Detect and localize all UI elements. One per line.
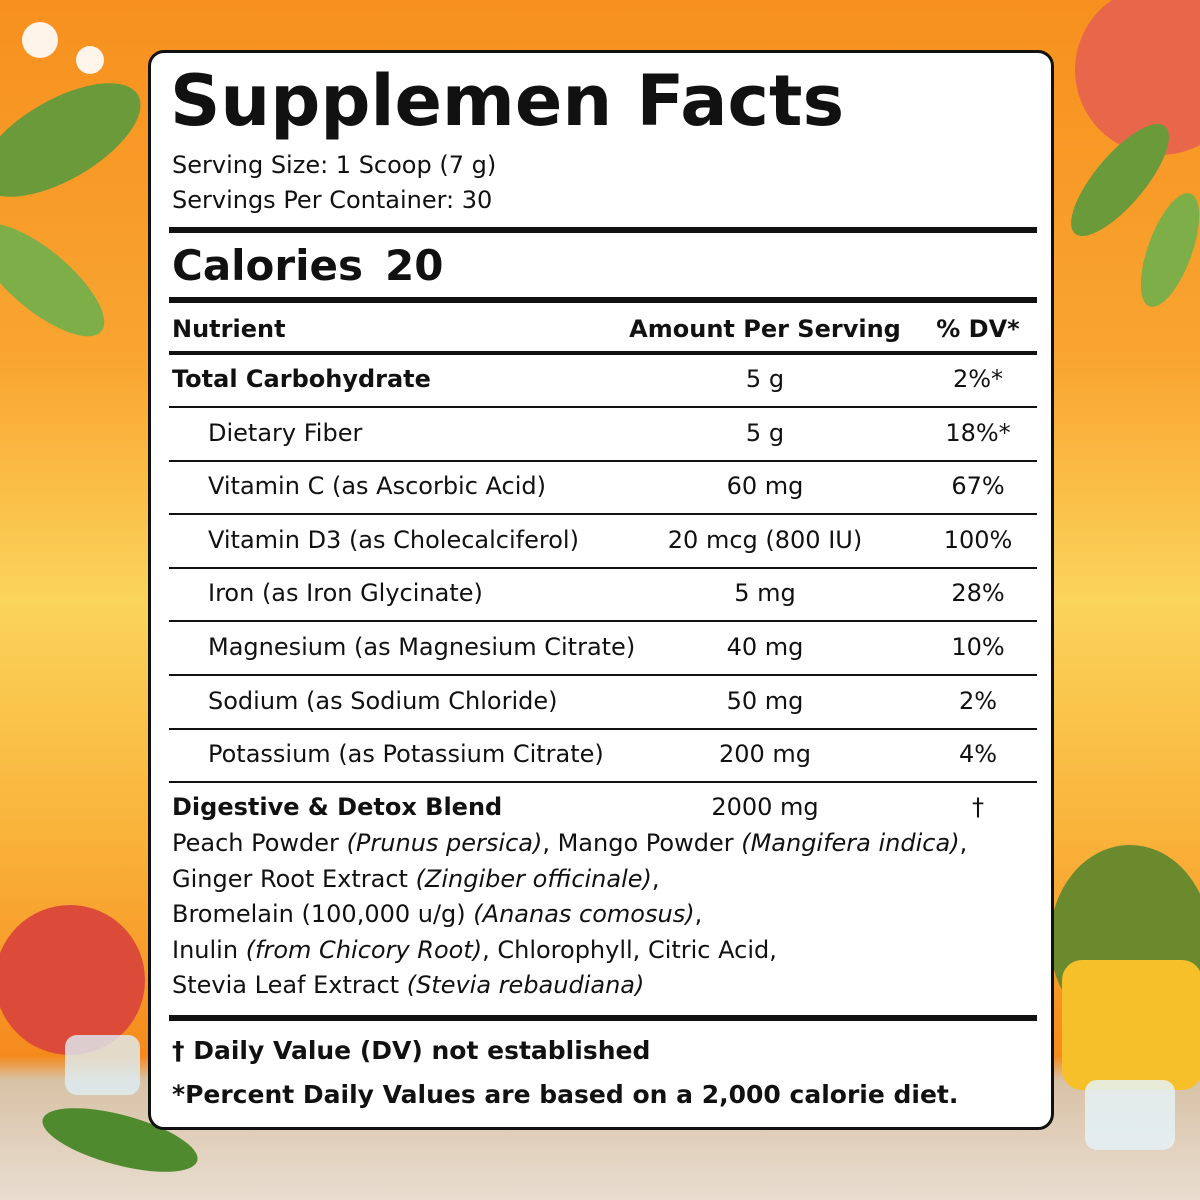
divider (169, 781, 1037, 784)
leaf (0, 83, 141, 197)
leaf (1071, 124, 1169, 236)
nutrient-amount: 50 mg (726, 686, 804, 715)
leaf (42, 1108, 198, 1172)
ingredient-text: (Zingiber officinale) (415, 864, 652, 893)
ingredient-line: Ginger Root Extract (Zingiber officinale… (172, 867, 660, 891)
footnote: *Percent Daily Values are based on a 2,0… (172, 1080, 959, 1109)
column-header: % DV* (936, 315, 1020, 343)
calories-label: Calories (172, 241, 364, 290)
title: Supplemen Facts (170, 60, 845, 142)
divider (169, 351, 1037, 355)
flower (22, 22, 58, 58)
nutrient-dv: 2% (958, 686, 998, 715)
blend-amount: 2000 mg (711, 793, 819, 821)
ice-cube (1085, 1080, 1175, 1150)
ingredient-text: (Prunus persica) (346, 829, 543, 857)
ingredient-line: Peach Powder (Prunus persica), Mango Pow… (172, 831, 967, 855)
ice-cube (65, 1035, 140, 1095)
ingredient-text: Bromelain (100,000 u/g) (172, 900, 474, 928)
nutrient-dv: 18%* (945, 418, 1011, 447)
nutrient-amount: 5 g (745, 418, 785, 447)
ingredient-line: Stevia Leaf Extract (Stevia rebaudiana) (172, 973, 644, 997)
supplement-facts-panel: Supplemen Facts Serving Size: 1 Scoop (7 … (148, 50, 1054, 1130)
ingredient-text: , (651, 864, 660, 893)
blend-name: Digestive & Detox Blend (172, 793, 503, 821)
calories-value: 20 (385, 241, 444, 290)
footnote: † Daily Value (DV) not established (172, 1036, 651, 1065)
divider (169, 727, 1037, 730)
ingredient-text: (from Chicory Root) (245, 935, 483, 964)
flower (76, 46, 104, 74)
nutrient-amount: 40 mg (726, 633, 804, 661)
divider (169, 459, 1037, 462)
divider (169, 1015, 1037, 1021)
nutrient-dv: 67% (951, 472, 1005, 501)
nutrient-dv: 10% (951, 633, 1005, 661)
divider (169, 297, 1037, 303)
leaf (1140, 193, 1200, 307)
nutrient-name: Magnesium (as Magnesium Citrate) (208, 633, 636, 661)
serving-size: Serving Size: 1 Scoop (7 g) (172, 151, 497, 179)
column-header: Amount Per Serving (629, 315, 901, 343)
nutrient-amount: 200 mg (718, 740, 812, 769)
ingredient-text: Ginger Root Extract (172, 864, 416, 893)
nutrient-dv: 4% (958, 740, 998, 769)
nutrient-name: Dietary Fiber (208, 418, 363, 447)
nutrient-amount: 60 mg (726, 472, 804, 501)
nutrient-dv: 2%* (952, 365, 1004, 393)
ingredient-text: , (959, 829, 968, 857)
nutrient-dv: 28% (951, 579, 1005, 608)
nutrient-amount: 5 mg (734, 579, 796, 608)
ingredient-text: , (694, 900, 703, 928)
nutrient-dv: 100% (943, 525, 1013, 554)
ingredient-text: Peach Powder (172, 829, 347, 857)
divider (169, 227, 1037, 233)
ingredient-text: , Chlorophyll, Citric Acid, (482, 935, 777, 964)
nutrient-name: Vitamin D3 (as Cholecalciferol) (208, 525, 579, 554)
nutrient-name: Vitamin C (as Ascorbic Acid) (208, 472, 547, 501)
ingredient-text: (Ananas comosus) (473, 900, 695, 928)
leaf (0, 223, 105, 337)
nutrient-name: Sodium (as Sodium Chloride) (208, 686, 558, 715)
nutrient-amount: 5 g (745, 365, 785, 393)
column-header: Nutrient (172, 315, 286, 343)
ingredient-line: Bromelain (100,000 u/g) (Ananas comosus)… (172, 902, 702, 926)
peach (1075, 0, 1200, 155)
nutrient-name: Iron (as Iron Glycinate) (208, 579, 483, 608)
divider (169, 674, 1037, 676)
ingredient-text: , Mango Powder (542, 829, 742, 857)
peach (0, 905, 145, 1055)
nutrient-amount: 20 mcg (800 IU) (667, 525, 863, 554)
mango-cubes (1062, 960, 1200, 1090)
servings-per-container: Servings Per Container: 30 (172, 186, 493, 214)
divider (169, 620, 1037, 623)
divider (169, 566, 1037, 569)
nutrient-name: Potassium (as Potassium Citrate) (208, 740, 604, 769)
ingredient-text: (Stevia rebaudiana) (406, 971, 645, 999)
ingredient-text: Stevia Leaf Extract (172, 971, 407, 999)
blend-dv: † (972, 793, 984, 821)
divider (169, 513, 1037, 516)
ingredient-line: Inulin (from Chicory Root), Chlorophyll,… (172, 938, 777, 962)
ingredient-text: (Mangifera indica) (741, 829, 960, 857)
divider (169, 406, 1037, 408)
nutrient-name: Total Carbohydrate (172, 365, 431, 393)
ingredient-text: Inulin (172, 935, 246, 964)
